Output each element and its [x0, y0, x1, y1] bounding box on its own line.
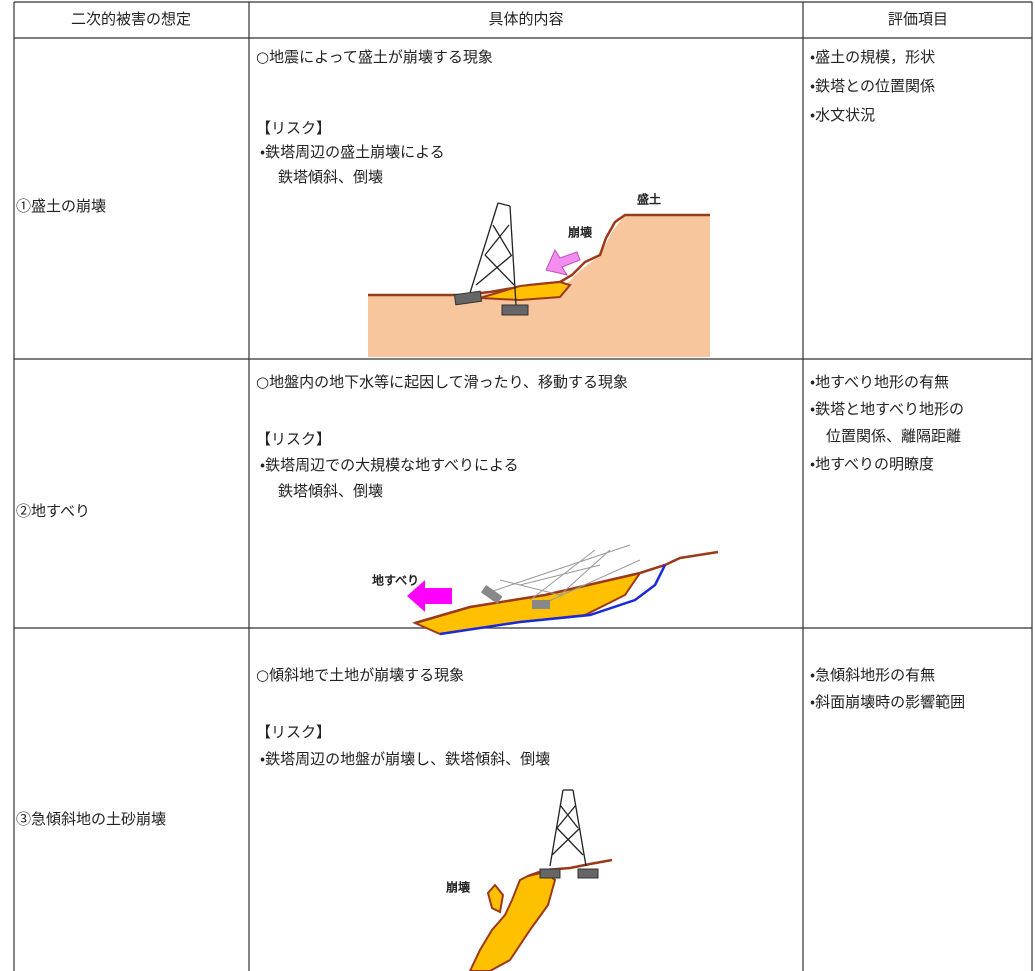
- ground-line: [368, 213, 710, 297]
- arrow: [545, 248, 581, 276]
- damage: ③急傾斜地の土砂崩壊: [16, 810, 166, 828]
- item: ・盛土の規模，形状: [810, 48, 935, 66]
- tower-line: [519, 564, 601, 586]
- risk-heading: 【リスク】: [256, 430, 331, 448]
- figure-label: 盛土: [637, 192, 661, 207]
- risk-line: 鉄塔傾斜、倒壊: [278, 168, 383, 186]
- damage: ①盛土の崩壊: [16, 197, 106, 215]
- debris: [479, 280, 572, 302]
- tower-leg: [549, 789, 564, 867]
- tower-bar: [559, 804, 579, 829]
- tower-line: [539, 559, 641, 606]
- figure-embankment: 崩壊 盛土: [368, 192, 710, 357]
- description: ○地盤内の地下水等に起因して滑ったり、移動する現象: [256, 373, 628, 391]
- item: ・急傾斜地形の有無: [810, 666, 935, 684]
- debris: [486, 883, 505, 914]
- tower-bar: [492, 224, 512, 256]
- tower-bar: [484, 224, 510, 256]
- footing: [532, 600, 550, 609]
- figure-label: 崩壊: [446, 880, 471, 895]
- footing: [577, 868, 599, 879]
- ground-line: [527, 858, 613, 878]
- tower-leg: [509, 205, 517, 306]
- ground: [368, 215, 710, 357]
- tower-leg: [469, 202, 499, 294]
- tower-bar: [484, 254, 515, 286]
- header: 評価項目: [888, 10, 948, 28]
- item: ・地すべり地形の有無: [810, 373, 949, 391]
- footing: [539, 868, 561, 879]
- table-grid: [13, 1, 1033, 971]
- description: ○傾斜地で土地が崩壊する現象: [256, 666, 464, 684]
- figure-landslide: 地すべり: [372, 544, 719, 636]
- tower-bar: [497, 202, 511, 207]
- footing: [453, 290, 483, 306]
- tower: [549, 789, 587, 867]
- risk-line: 鉄塔傾斜、倒壊: [278, 482, 383, 500]
- slip-line: [439, 564, 667, 636]
- tower-line: [559, 549, 611, 596]
- tower-line: [529, 549, 596, 601]
- item: ・地すべりの明瞭度: [810, 455, 934, 473]
- header: 具体的内容: [488, 10, 563, 28]
- header: 二次的被害の想定: [71, 10, 191, 28]
- item: ・斜面崩壊時の影響範囲: [810, 693, 965, 711]
- damage: ②地すべり: [16, 502, 90, 520]
- item: 位置関係、離隔距離: [826, 427, 961, 445]
- risk-heading: 【リスク】: [256, 119, 331, 137]
- tower-bar: [475, 254, 513, 286]
- tower-bar: [551, 827, 581, 856]
- risk-line: ・鉄塔周辺の盛土崩壊による: [260, 143, 445, 161]
- item: ・鉄塔と地すべり地形の: [810, 400, 964, 418]
- figure-steep-slope: 崩壊: [446, 789, 613, 971]
- tower-line: [499, 579, 561, 596]
- item: ・水文状況: [810, 106, 875, 124]
- tilted-tower: [489, 544, 641, 606]
- item: ・鉄塔との位置関係: [810, 77, 935, 95]
- risk-line: ・鉄塔周辺での大規模な地すべりによる: [260, 456, 519, 474]
- tower-bar: [556, 804, 577, 829]
- ground-line: [414, 550, 719, 625]
- risk-line: ・鉄塔周辺の地盤が崩壊し、鉄塔傾斜、倒壊: [260, 750, 550, 768]
- description: ○地震によって盛土が崩壊する現象: [256, 48, 493, 66]
- risk-heading: 【リスク】: [256, 723, 331, 741]
- figure-label: 崩壊: [568, 225, 593, 240]
- arrow: [407, 580, 452, 612]
- footing: [501, 304, 529, 316]
- footing: [480, 584, 503, 604]
- tower-bar: [556, 827, 584, 856]
- figure-label: 地すべり: [372, 573, 419, 588]
- tower: [469, 202, 517, 306]
